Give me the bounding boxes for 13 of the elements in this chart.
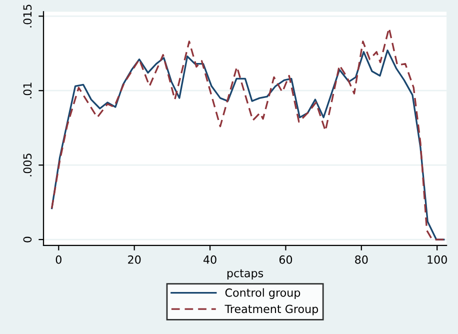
x-tick-label: 60 <box>279 255 292 264</box>
y-tick-label: .01 <box>23 82 32 98</box>
x-tick-label: 0 <box>56 255 62 264</box>
y-tick-label: 0 <box>23 236 32 242</box>
y-tick-label: .015 <box>23 4 32 28</box>
x-tick-label: 80 <box>355 255 368 264</box>
x-tick-label: 20 <box>128 255 141 264</box>
x-tick-label: 40 <box>204 255 216 264</box>
x-tick-label: 100 <box>428 255 447 264</box>
legend-label: Treatment Group <box>224 304 318 316</box>
x-axis-title: pctaps <box>227 269 264 280</box>
y-tick-label: .005 <box>23 154 32 176</box>
legend-label: Control group <box>225 288 300 299</box>
